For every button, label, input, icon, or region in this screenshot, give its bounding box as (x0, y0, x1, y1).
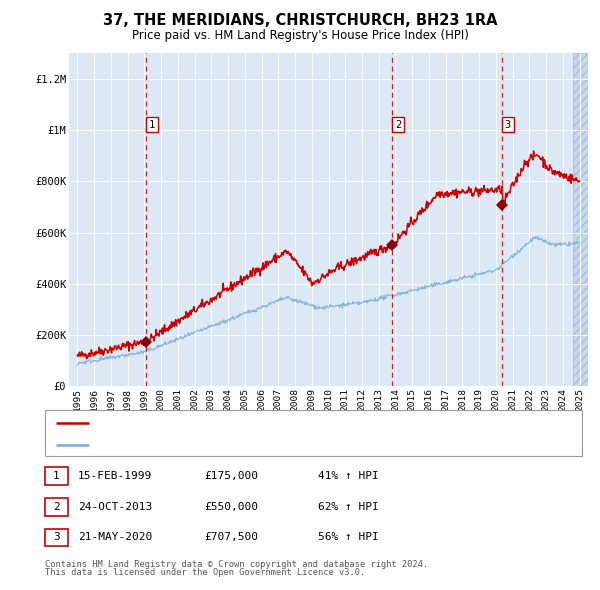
Text: 62% ↑ HPI: 62% ↑ HPI (318, 502, 379, 512)
Bar (572, 53, 588, 386)
Text: 37, THE MERIDIANS, CHRISTCHURCH, BH23 1RA (detached house): 37, THE MERIDIANS, CHRISTCHURCH, BH23 1R… (98, 418, 446, 428)
Text: Contains HM Land Registry data © Crown copyright and database right 2024.: Contains HM Land Registry data © Crown c… (45, 560, 428, 569)
Text: 1: 1 (53, 471, 60, 481)
Text: 56% ↑ HPI: 56% ↑ HPI (318, 533, 379, 542)
Text: 2: 2 (395, 120, 401, 130)
Text: 1: 1 (149, 120, 155, 130)
Text: 3: 3 (505, 120, 511, 130)
Text: This data is licensed under the Open Government Licence v3.0.: This data is licensed under the Open Gov… (45, 568, 365, 577)
Text: 3: 3 (53, 533, 60, 542)
Text: 21-MAY-2020: 21-MAY-2020 (78, 533, 152, 542)
Text: 37, THE MERIDIANS, CHRISTCHURCH, BH23 1RA: 37, THE MERIDIANS, CHRISTCHURCH, BH23 1R… (103, 13, 497, 28)
Text: 15-FEB-1999: 15-FEB-1999 (78, 471, 152, 481)
Text: Price paid vs. HM Land Registry's House Price Index (HPI): Price paid vs. HM Land Registry's House … (131, 29, 469, 42)
Text: HPI: Average price, detached house, Bournemouth Christchurch and Poole: HPI: Average price, detached house, Bour… (98, 440, 518, 450)
Text: £550,000: £550,000 (204, 502, 258, 512)
Text: £707,500: £707,500 (204, 533, 258, 542)
Text: £175,000: £175,000 (204, 471, 258, 481)
Text: 24-OCT-2013: 24-OCT-2013 (78, 502, 152, 512)
Text: 41% ↑ HPI: 41% ↑ HPI (318, 471, 379, 481)
Text: 2: 2 (53, 502, 60, 512)
